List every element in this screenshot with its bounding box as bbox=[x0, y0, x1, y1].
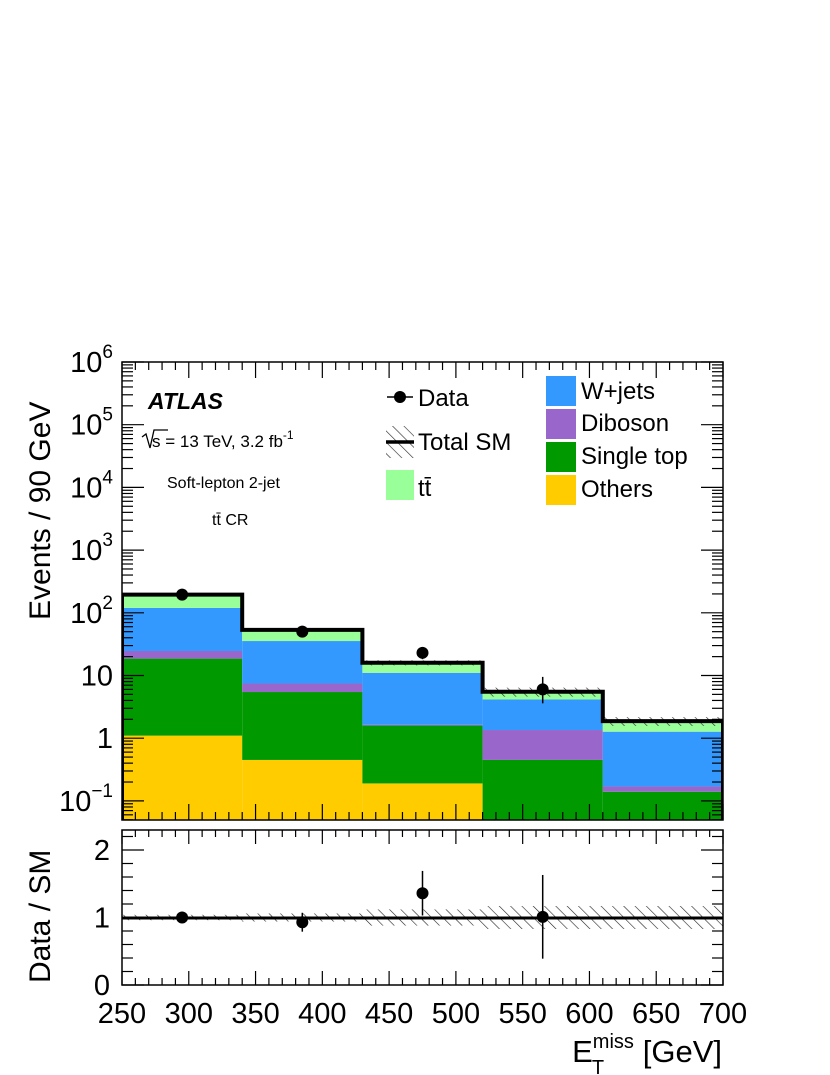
main-y-tick-label-4: 102 bbox=[70, 593, 113, 630]
energy-annotation: s = 13 TeV, 3.2 fb-1 bbox=[141, 428, 294, 451]
x-tick-label-3: 350 bbox=[231, 998, 279, 1030]
ratio-point-3 bbox=[416, 887, 429, 900]
sqrt-symbol bbox=[141, 429, 168, 449]
main-y-tick-label-6: 104 bbox=[70, 467, 113, 504]
main-y-axis-label: Events / 90 GeV bbox=[24, 402, 57, 620]
region-label: tt̄ CR bbox=[212, 512, 248, 529]
ratio-plot-frame bbox=[121, 829, 724, 986]
x-tick-label-9: 650 bbox=[632, 998, 680, 1030]
main-y-tick-label-5: 103 bbox=[70, 530, 113, 567]
ratio-ticks bbox=[121, 830, 724, 986]
data-point-3 bbox=[416, 646, 429, 659]
bar-diboson-bin-4 bbox=[482, 730, 603, 760]
bar-others-bin-2 bbox=[242, 759, 363, 820]
selection-label: Soft-lepton 2-jet bbox=[167, 475, 281, 492]
x-axis-label-sup: miss bbox=[593, 1031, 634, 1053]
ratio-y-tick-label-3: 2 bbox=[94, 835, 110, 867]
main-panel: 10−1 1 10 102 103 104 105 106 Events / 90 GeV A… bbox=[24, 342, 724, 821]
legend-diboson-label: Diboson bbox=[581, 410, 669, 437]
ratio-y-axis-label: Data / SM bbox=[24, 850, 57, 983]
x-tick-label-5: 450 bbox=[365, 998, 413, 1030]
legend-diboson-swatch bbox=[546, 409, 576, 439]
bar-t-t--bin-5 bbox=[602, 721, 723, 732]
ratio-panel: 0 1 2 250 300 350 400 450 500 550 600 650 700 Data … bbox=[24, 829, 747, 1075]
bar-diboson-bin-3 bbox=[362, 724, 483, 726]
ratio-point-1 bbox=[176, 911, 189, 924]
ratio-points bbox=[176, 870, 549, 959]
bar-single-top-bin-2 bbox=[242, 692, 363, 760]
x-tick-label-8: 600 bbox=[565, 998, 613, 1030]
bar-w-jets-bin-4 bbox=[482, 699, 603, 731]
legend-others-swatch bbox=[546, 475, 576, 505]
legend-ttbar-swatch bbox=[386, 470, 414, 500]
x-tick-label-10: 700 bbox=[699, 998, 747, 1030]
legend-total-sm-label: Total SM bbox=[418, 429, 511, 456]
main-y-tick-label-2: 1 bbox=[97, 723, 113, 755]
stacked-histogram bbox=[122, 594, 723, 820]
data-points bbox=[176, 588, 549, 704]
bar-single-top-bin-3 bbox=[362, 725, 483, 784]
legend-wjets-label: W+jets bbox=[581, 378, 655, 405]
legend-wjets-swatch bbox=[546, 376, 576, 406]
data-point-4 bbox=[536, 683, 549, 696]
x-tick-labels: 250 300 350 400 450 500 550 600 650 700 bbox=[98, 998, 747, 1030]
main-y-tick-labels: 10−1 1 10 102 103 104 105 106 bbox=[59, 342, 113, 818]
x-axis-label-unit: [GeV] bbox=[634, 1034, 722, 1069]
ratio-y-tick-label-1: 0 bbox=[94, 970, 110, 1002]
svg-text:s = 13 TeV, 3.2 fb-1: s = 13 TeV, 3.2 fb-1 bbox=[152, 428, 294, 451]
bar-others-bin-1 bbox=[122, 735, 243, 820]
ratio-point-4 bbox=[536, 910, 549, 923]
bar-w-jets-bin-3 bbox=[362, 672, 483, 725]
bar-w-jets-bin-1 bbox=[122, 607, 243, 651]
legend-data-marker bbox=[394, 391, 406, 403]
bar-w-jets-bin-5 bbox=[602, 731, 723, 787]
total-sm-line bbox=[122, 592, 723, 820]
bar-single-top-bin-4 bbox=[482, 759, 603, 820]
x-axis-label-sub: T bbox=[592, 1057, 604, 1075]
legend-ttbar-label: tt̄ bbox=[418, 475, 432, 502]
bar-diboson-bin-2 bbox=[242, 683, 363, 693]
bar-others-bin-3 bbox=[362, 783, 483, 820]
x-tick-label-6: 500 bbox=[432, 998, 480, 1030]
legend-singletop-swatch bbox=[546, 442, 576, 472]
bar-diboson-bin-5 bbox=[602, 786, 723, 792]
main-plot-frame bbox=[121, 361, 724, 821]
bar-w-jets-bin-2 bbox=[242, 641, 363, 684]
energy-text: s = 13 TeV, 3.2 fb bbox=[152, 432, 283, 451]
main-y-tick-label-3: 10 bbox=[81, 661, 113, 693]
ratio-y-tick-labels: 0 1 2 bbox=[94, 835, 110, 1002]
data-point-1 bbox=[176, 588, 189, 601]
ratio-y-tick-label-2: 1 bbox=[94, 903, 110, 935]
bar-single-top-bin-5 bbox=[602, 791, 723, 820]
x-axis-label: Emiss T [GeV] bbox=[572, 1031, 722, 1075]
legend-data-label: Data bbox=[418, 385, 469, 412]
main-y-tick-label-8: 106 bbox=[70, 342, 113, 379]
x-tick-label-2: 300 bbox=[165, 998, 213, 1030]
legend-others-label: Others bbox=[581, 476, 653, 503]
energy-sup: -1 bbox=[283, 428, 294, 442]
main-ticks bbox=[121, 361, 724, 821]
bar-t-t--bin-1 bbox=[122, 594, 243, 608]
legend-singletop-label: Single top bbox=[581, 443, 688, 470]
bar-t-t--bin-3 bbox=[362, 662, 483, 673]
legend: Data Total SM tt̄ W+jets Diboson Single … bbox=[386, 376, 688, 505]
x-axis-label-main: E bbox=[572, 1034, 593, 1069]
atlas-label: ATLAS bbox=[147, 388, 224, 414]
data-point-2 bbox=[296, 625, 309, 638]
ratio-point-2 bbox=[296, 916, 309, 929]
x-tick-label-7: 550 bbox=[498, 998, 546, 1030]
x-tick-label-4: 400 bbox=[298, 998, 346, 1030]
main-y-tick-label-1: 10−1 bbox=[59, 781, 113, 818]
x-tick-label-1: 250 bbox=[98, 998, 146, 1030]
bar-single-top-bin-1 bbox=[122, 658, 243, 736]
main-y-tick-label-7: 105 bbox=[70, 405, 113, 442]
bar-diboson-bin-1 bbox=[122, 650, 243, 659]
